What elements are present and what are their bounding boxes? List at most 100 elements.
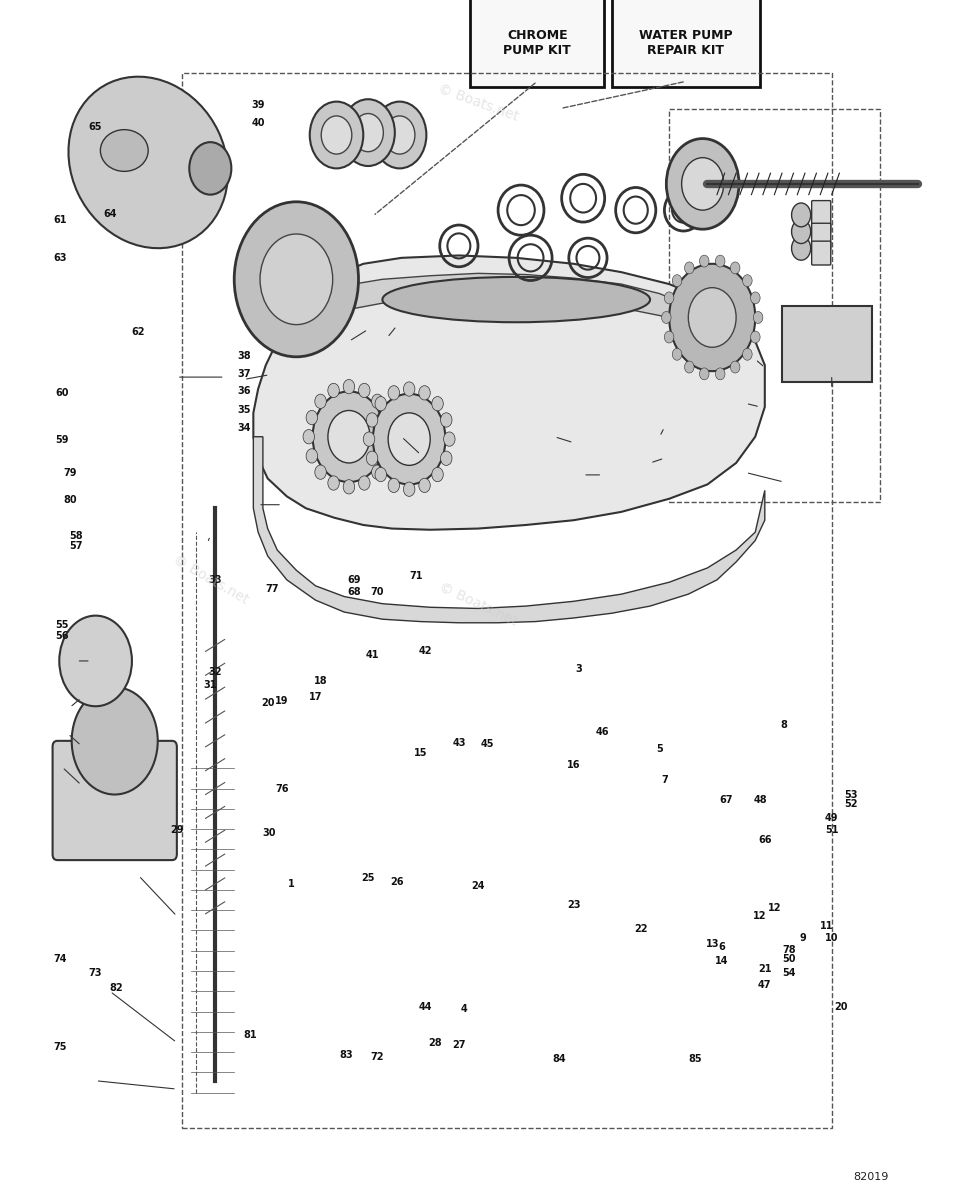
Text: 3: 3 bbox=[575, 665, 582, 674]
Text: 59: 59 bbox=[55, 436, 69, 445]
Text: 24: 24 bbox=[471, 881, 485, 892]
Circle shape bbox=[310, 102, 363, 168]
Circle shape bbox=[373, 102, 426, 168]
Circle shape bbox=[669, 264, 755, 371]
Text: 54: 54 bbox=[782, 968, 795, 978]
Text: 22: 22 bbox=[634, 924, 647, 935]
Text: 83: 83 bbox=[339, 1050, 353, 1060]
Text: 32: 32 bbox=[208, 667, 222, 677]
Text: 56: 56 bbox=[55, 631, 69, 641]
Circle shape bbox=[388, 413, 430, 466]
Text: 72: 72 bbox=[371, 1052, 384, 1062]
Text: 20: 20 bbox=[835, 1002, 848, 1012]
Text: 44: 44 bbox=[419, 1002, 432, 1012]
Circle shape bbox=[672, 275, 682, 287]
Text: 14: 14 bbox=[715, 956, 728, 966]
Circle shape bbox=[403, 482, 415, 497]
Text: 81: 81 bbox=[244, 1031, 257, 1040]
Text: 1: 1 bbox=[288, 878, 295, 889]
Circle shape bbox=[684, 361, 694, 373]
Circle shape bbox=[375, 396, 386, 410]
Text: 12: 12 bbox=[768, 902, 781, 913]
Text: 42: 42 bbox=[419, 647, 432, 656]
Circle shape bbox=[753, 312, 763, 324]
Text: 73: 73 bbox=[89, 968, 102, 978]
Polygon shape bbox=[253, 437, 765, 623]
Text: 20: 20 bbox=[261, 697, 274, 708]
Text: 75: 75 bbox=[54, 1043, 67, 1052]
FancyBboxPatch shape bbox=[782, 306, 872, 382]
Circle shape bbox=[700, 256, 709, 268]
Circle shape bbox=[366, 451, 378, 466]
Text: 26: 26 bbox=[390, 876, 403, 887]
Text: 19: 19 bbox=[275, 696, 289, 707]
Circle shape bbox=[441, 451, 452, 466]
Circle shape bbox=[343, 480, 355, 494]
Circle shape bbox=[363, 432, 375, 446]
Text: 85: 85 bbox=[688, 1055, 702, 1064]
Text: © Boats.net: © Boats.net bbox=[437, 580, 519, 628]
Circle shape bbox=[730, 361, 740, 373]
Circle shape bbox=[388, 479, 400, 492]
Circle shape bbox=[664, 292, 674, 304]
Text: 79: 79 bbox=[63, 468, 76, 478]
Text: 50: 50 bbox=[782, 954, 795, 964]
Circle shape bbox=[432, 467, 444, 481]
Text: 84: 84 bbox=[553, 1055, 566, 1064]
Circle shape bbox=[792, 203, 811, 227]
Circle shape bbox=[792, 236, 811, 260]
Circle shape bbox=[384, 116, 415, 154]
Text: 77: 77 bbox=[266, 584, 279, 594]
Circle shape bbox=[383, 430, 395, 444]
Text: 33: 33 bbox=[208, 575, 222, 584]
Text: 25: 25 bbox=[361, 872, 375, 883]
Text: 48: 48 bbox=[753, 796, 767, 805]
Circle shape bbox=[306, 449, 317, 463]
Circle shape bbox=[388, 385, 400, 400]
Text: 60: 60 bbox=[55, 388, 69, 397]
Text: 6: 6 bbox=[718, 942, 726, 952]
Circle shape bbox=[234, 202, 358, 356]
FancyBboxPatch shape bbox=[470, 0, 604, 88]
Text: 4: 4 bbox=[460, 1004, 467, 1014]
Ellipse shape bbox=[69, 77, 228, 248]
Text: 21: 21 bbox=[758, 964, 771, 973]
Text: 45: 45 bbox=[481, 739, 494, 750]
Circle shape bbox=[419, 385, 430, 400]
Text: 71: 71 bbox=[409, 571, 423, 581]
FancyBboxPatch shape bbox=[812, 223, 831, 250]
Circle shape bbox=[419, 479, 430, 492]
Text: 18: 18 bbox=[314, 677, 327, 686]
Text: 38: 38 bbox=[237, 350, 250, 361]
Text: 70: 70 bbox=[371, 587, 384, 596]
FancyBboxPatch shape bbox=[612, 0, 760, 88]
Circle shape bbox=[343, 379, 355, 394]
Text: 13: 13 bbox=[706, 938, 719, 948]
Circle shape bbox=[715, 256, 725, 268]
Text: 58: 58 bbox=[70, 530, 83, 541]
Circle shape bbox=[662, 312, 671, 324]
Text: 28: 28 bbox=[428, 1038, 442, 1048]
FancyBboxPatch shape bbox=[812, 200, 831, 233]
Text: 55: 55 bbox=[55, 620, 69, 630]
Circle shape bbox=[72, 688, 158, 794]
Text: 82019: 82019 bbox=[854, 1172, 889, 1182]
Circle shape bbox=[315, 394, 326, 408]
Circle shape bbox=[441, 413, 452, 427]
Circle shape bbox=[260, 234, 333, 325]
Text: 67: 67 bbox=[720, 796, 733, 805]
Circle shape bbox=[328, 476, 339, 490]
Polygon shape bbox=[315, 274, 707, 329]
Text: WATER PUMP
REPAIR KIT: WATER PUMP REPAIR KIT bbox=[640, 29, 732, 56]
Circle shape bbox=[189, 142, 231, 194]
Text: 8: 8 bbox=[780, 720, 788, 731]
Circle shape bbox=[341, 100, 395, 166]
Ellipse shape bbox=[382, 277, 650, 323]
Text: 29: 29 bbox=[170, 826, 184, 835]
Ellipse shape bbox=[100, 130, 148, 172]
Text: 63: 63 bbox=[54, 253, 67, 263]
Text: 5: 5 bbox=[656, 744, 663, 754]
Text: 51: 51 bbox=[825, 826, 838, 835]
Text: 17: 17 bbox=[309, 691, 322, 702]
Text: 43: 43 bbox=[452, 738, 466, 749]
